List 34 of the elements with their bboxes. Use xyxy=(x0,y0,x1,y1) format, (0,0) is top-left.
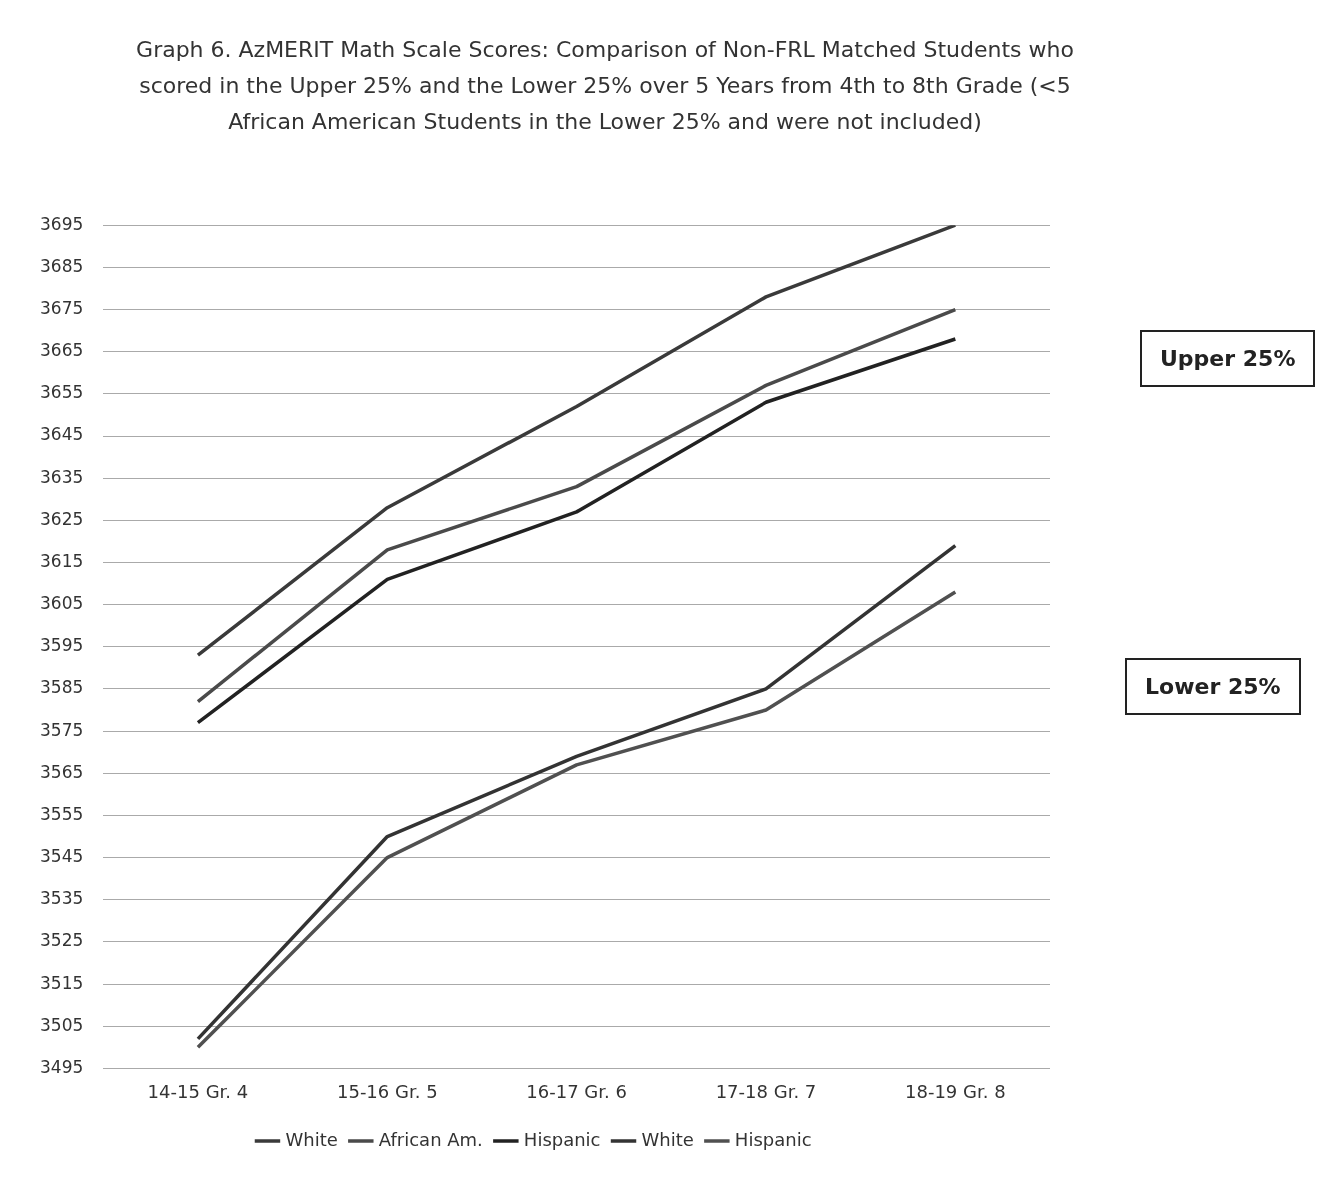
y-tick-label: 3665 xyxy=(40,340,84,361)
y-tick-label: 3555 xyxy=(40,803,84,824)
x-tick-label: 16-17 Gr. 6 xyxy=(526,1080,627,1102)
x-tick-label: 18-19 Gr. 8 xyxy=(905,1080,1006,1102)
text: Upper 25% xyxy=(1140,330,1316,387)
y-tick-label: 3495 xyxy=(40,1056,84,1077)
y-tick-label: 3525 xyxy=(40,930,84,951)
legend-label: White xyxy=(285,1128,338,1150)
y-tick-label: 3615 xyxy=(40,550,84,571)
y-tick-label: 3585 xyxy=(40,677,84,698)
y-tick-label: 3545 xyxy=(40,846,84,867)
y-tick-label: 3675 xyxy=(40,297,84,318)
y-tick-label: 3595 xyxy=(40,635,84,656)
x-tick-label: 17-18 Gr. 7 xyxy=(715,1080,817,1102)
y-tick-label: 3655 xyxy=(40,382,84,403)
y-tick-label: 3535 xyxy=(40,888,84,909)
y-tick-label: 3515 xyxy=(40,972,84,993)
y-tick-label: 3505 xyxy=(40,1014,84,1035)
legend-label: African Am. xyxy=(378,1128,483,1150)
legend-label: Hispanic xyxy=(734,1128,812,1150)
chart-title: Graph 6. AzMERIT Math Scale Scores: Comparison of Non-FRL Matched Students who scored in the Upper 25% and the Lower 25% over 5 Years from 4th to 8th Grade (<5 African American Students in the Lower 25% and were not included) xyxy=(135,36,1075,136)
legend-label: Hispanic xyxy=(523,1128,601,1150)
y-tick-label: 3605 xyxy=(40,593,84,614)
x-tick-label: 14-15 Gr. 4 xyxy=(147,1080,249,1102)
y-tick-label: 3685 xyxy=(40,255,84,276)
y-tick-label: 3635 xyxy=(40,466,84,487)
y-tick-label: 3575 xyxy=(40,719,84,740)
x-tick-label: 15-16 Gr. 5 xyxy=(336,1080,438,1102)
legend-label: White xyxy=(641,1128,694,1150)
y-tick-label: 3645 xyxy=(40,424,84,445)
y-tick-label: 3625 xyxy=(40,508,84,529)
y-tick-label: 3695 xyxy=(40,213,84,234)
y-tick-label: 3565 xyxy=(40,761,84,782)
text: Lower 25% xyxy=(1125,658,1301,715)
